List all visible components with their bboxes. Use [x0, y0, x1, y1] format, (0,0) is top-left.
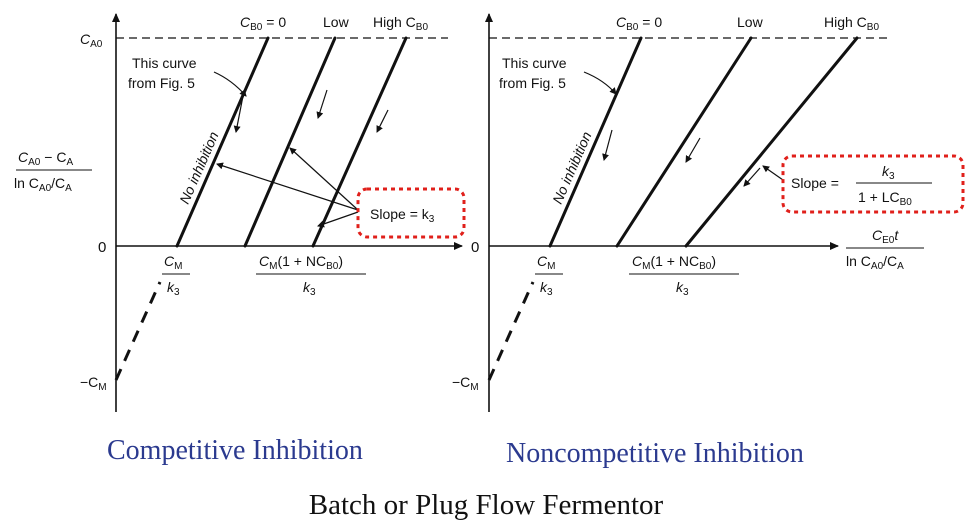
right-x-axis-fraction-label: CE0t ln CA0/CA: [846, 227, 924, 272]
right-slope-pointer: [762, 165, 784, 181]
right-panel: 0 −CM CB0 = 0 Low High CB0 This curve fr…: [452, 13, 965, 469]
left-x-tick-cm-ncb0-k3: CM(1 + NCB0) k3: [256, 253, 366, 298]
svg-text:CE0t: CE0t: [872, 227, 899, 246]
right-line-low: [615, 36, 753, 248]
right-note-line2: from Fig. 5: [499, 75, 566, 91]
left-line-no-inhibition: [175, 36, 270, 248]
left-dashed-extrapolation: [114, 281, 162, 381]
right-x-tick-cm-ncb0-k3: CM(1 + NCB0) k3: [629, 253, 739, 298]
svg-text:Slope =: Slope =: [791, 175, 839, 191]
right-line-high: [684, 36, 859, 248]
left-direction-arrow-3: [376, 109, 389, 133]
left-slope-pointer-2: [289, 147, 359, 211]
left-panel: CA0 CA0 − CA ln CA0/CA 0 −CM CB0 = 0 Low…: [14, 13, 466, 466]
svg-text:k3: k3: [303, 279, 316, 298]
right-direction-arrow-2: [685, 137, 701, 163]
svg-text:CM(1 + NCB0): CM(1 + NCB0): [632, 253, 716, 272]
left-direction-arrow-2: [316, 89, 328, 119]
right-cb0-zero-label: CB0 = 0: [616, 14, 662, 33]
svg-text:CA0 − CA: CA0 − CA: [18, 149, 73, 168]
svg-text:ln CA0/CA: ln CA0/CA: [14, 175, 72, 194]
right-note-arrow: [583, 71, 617, 95]
svg-text:k3: k3: [167, 279, 180, 298]
right-zero-label: 0: [471, 239, 479, 256]
right-neg-cm-label: −CM: [452, 374, 479, 393]
right-dashed-extrapolation: [487, 281, 535, 381]
right-slope-highlight-box: [781, 154, 965, 214]
right-x-tick-cm-k3: CM k3: [535, 253, 563, 298]
left-low-label: Low: [323, 14, 350, 30]
svg-text:k3: k3: [540, 279, 553, 298]
left-zero-label: 0: [98, 239, 106, 256]
left-slope-pointer-1: [216, 162, 359, 211]
right-high-cb0-label: High CB0: [824, 14, 879, 33]
left-line-low: [243, 36, 337, 248]
left-y-axis-fraction-label: CA0 − CA ln CA0/CA: [14, 149, 92, 194]
left-note-line2: from Fig. 5: [128, 75, 195, 91]
left-x-tick-cm-k3: CM k3: [162, 253, 190, 298]
svg-text:k3: k3: [676, 279, 689, 298]
svg-text:CM: CM: [537, 253, 555, 272]
footer-title: Batch or Plug Flow Fermentor: [309, 489, 664, 521]
left-ca0-label: CA0: [80, 31, 103, 50]
left-direction-arrow-1: [233, 95, 244, 133]
svg-text:k3: k3: [882, 163, 895, 182]
left-note-line1: This curve: [132, 55, 197, 71]
right-direction-arrow-1: [602, 129, 613, 161]
left-note-arrow: [213, 71, 247, 97]
right-direction-arrow-3: [743, 167, 761, 187]
left-slope-pointer-3: [317, 211, 359, 228]
right-low-label: Low: [737, 14, 764, 30]
svg-text:1 + LCB0: 1 + LCB0: [858, 189, 912, 208]
left-line-high: [311, 36, 408, 248]
right-slope-label: Slope = k3 1 + LCB0: [791, 163, 932, 208]
left-neg-cm-label: −CM: [80, 374, 107, 393]
svg-text:CM: CM: [164, 253, 182, 272]
left-slope-highlight-box: [356, 187, 466, 239]
left-slope-label: Slope = k3: [370, 206, 435, 225]
svg-text:CM(1 + NCB0): CM(1 + NCB0): [259, 253, 343, 272]
left-cb0-zero-label: CB0 = 0: [240, 14, 286, 33]
left-high-cb0-label: High CB0: [373, 14, 428, 33]
left-caption: Competitive Inhibition: [107, 435, 363, 466]
svg-text:ln CA0/CA: ln CA0/CA: [846, 253, 904, 272]
right-caption: Noncompetitive Inhibition: [506, 438, 804, 469]
right-line-no-inhibition: [548, 36, 643, 248]
right-note-line1: This curve: [502, 55, 567, 71]
